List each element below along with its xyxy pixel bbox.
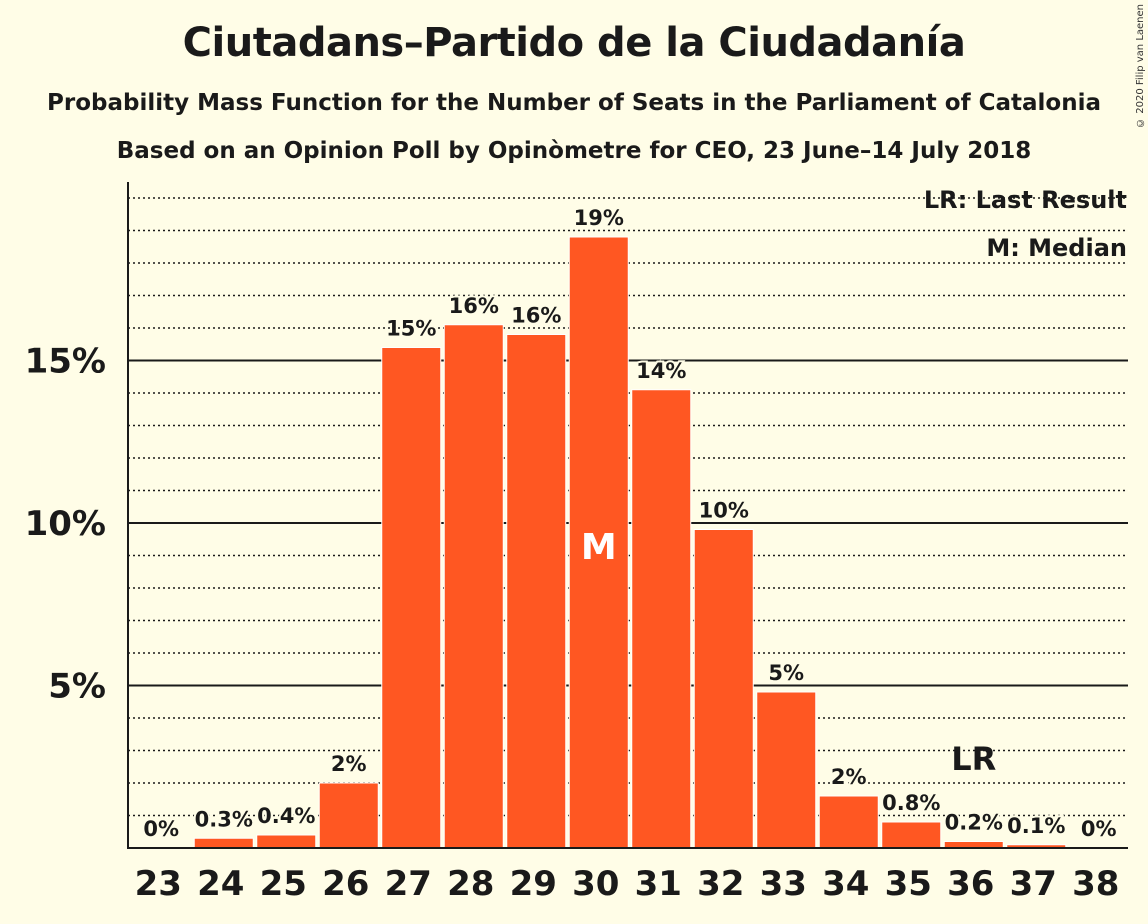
x-tick-label: 29 — [510, 864, 557, 904]
data-label: 2% — [331, 752, 367, 776]
x-tick-label: 23 — [135, 864, 182, 904]
y-tick-label: 10% — [25, 504, 106, 544]
x-tick-label: 24 — [197, 864, 244, 904]
data-label: 0% — [143, 817, 179, 841]
data-labels: 0% 0.3% 0.4%2%15%16% 16%19%M14%10%5%2%0.8%0… — [141, 204, 1118, 843]
data-label: 19% — [574, 206, 624, 230]
axes: 5% 10% 15% 23 24 25 26 27 28 29 30 31 32 33 34 35 36 37 38 — [25, 182, 1128, 904]
legend-last-result: LR: Last Result — [924, 186, 1127, 214]
data-label: 0.3% — [195, 807, 253, 831]
data-label: 0.8% — [882, 791, 940, 815]
bar — [381, 347, 442, 849]
x-tick-label: 36 — [947, 864, 994, 904]
data-label: 2% — [831, 765, 867, 789]
x-tick-label: 31 — [635, 864, 682, 904]
chart-subtitle-poll: Based on an Opinion Poll by Opinòmetre f… — [116, 138, 1032, 164]
y-tick-label: 15% — [25, 342, 106, 382]
bar — [443, 324, 504, 849]
bar — [318, 782, 379, 849]
bar — [756, 691, 817, 849]
data-label: 0.2% — [945, 811, 1003, 835]
x-tick-label: 35 — [885, 864, 932, 904]
data-label: 0.1% — [1007, 814, 1065, 838]
bar — [193, 837, 254, 849]
x-tick-label: 32 — [697, 864, 744, 904]
x-tick-label: 33 — [760, 864, 807, 904]
data-label: 14% — [636, 359, 686, 383]
y-tick-label: 5% — [48, 667, 106, 707]
chart-subtitle: Probability Mass Function for the Number… — [47, 90, 1101, 116]
last-result-marker: LR — [951, 740, 996, 778]
x-tick-label: 25 — [260, 864, 307, 904]
data-label: 0.4% — [257, 804, 315, 828]
data-label: 16% — [511, 304, 561, 328]
data-label: 10% — [699, 499, 749, 523]
x-tick-label: 28 — [447, 864, 494, 904]
bar — [506, 334, 567, 849]
x-tick-label: 27 — [385, 864, 432, 904]
bar — [256, 834, 317, 849]
data-label: 16% — [449, 294, 499, 318]
x-tick-label: 38 — [1072, 864, 1119, 904]
data-label: 5% — [768, 661, 804, 685]
data-label: 0% — [1081, 817, 1117, 841]
bars — [193, 236, 1067, 849]
x-tick-label: 26 — [322, 864, 369, 904]
bar — [881, 821, 942, 849]
x-tick-label: 30 — [572, 864, 619, 904]
bar — [568, 236, 629, 849]
bar — [693, 529, 754, 849]
data-label: 15% — [386, 317, 436, 341]
median-marker: M — [581, 527, 617, 568]
bar — [818, 795, 879, 849]
x-tick-label: 37 — [1010, 864, 1057, 904]
bar — [631, 389, 692, 849]
chart-title: Ciutadans–Partido de la Ciudadanía — [182, 20, 966, 66]
x-tick-label: 34 — [822, 864, 869, 904]
legend-median: M: Median — [986, 234, 1127, 262]
